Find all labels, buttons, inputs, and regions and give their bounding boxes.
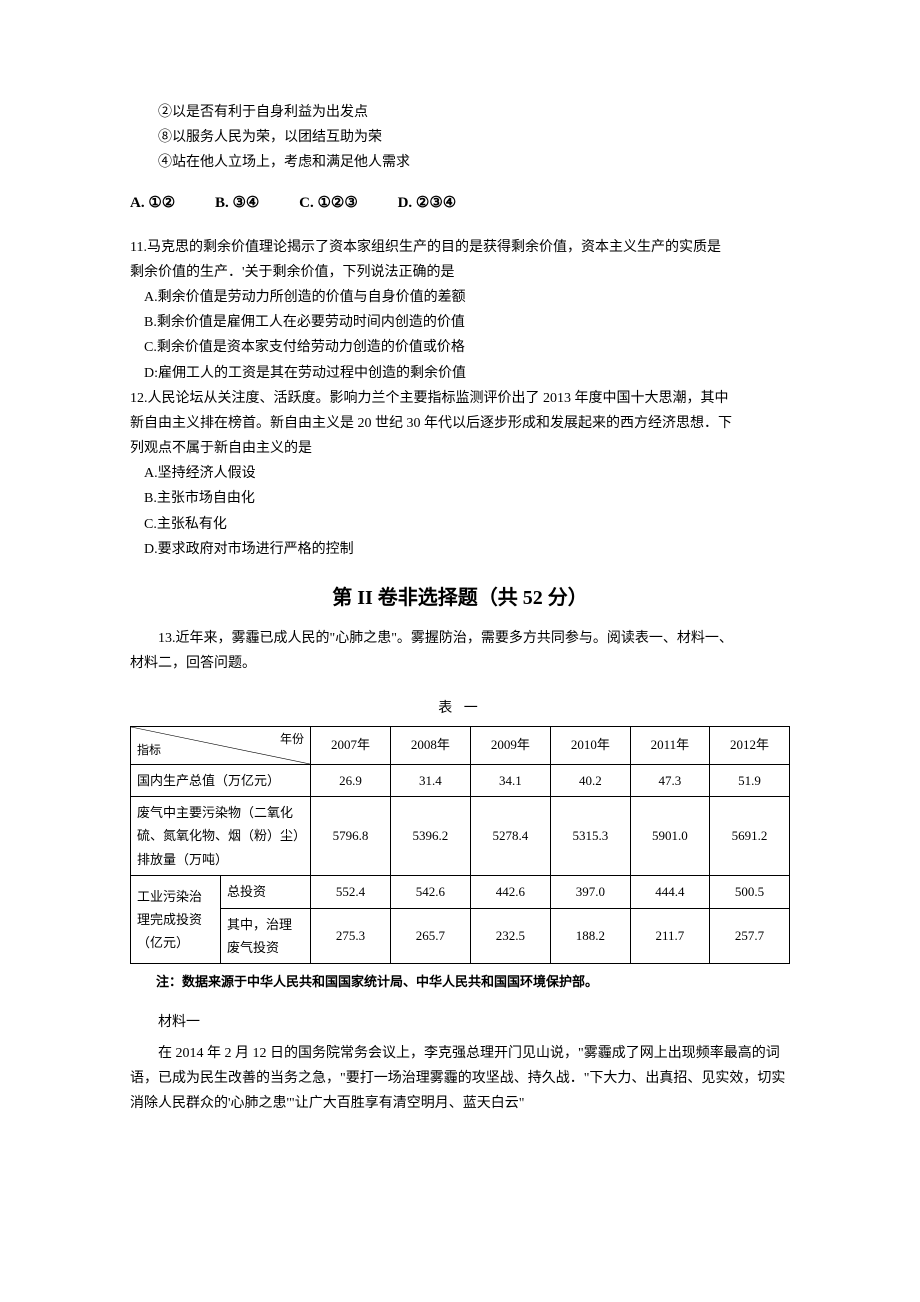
header-indicator-label: 指标 <box>137 740 161 762</box>
q12-choice-b: B.主张市场自由化 <box>130 486 790 511</box>
q12-stem-line3: 列观点不属于新自由主义的是 <box>130 436 790 461</box>
data-table-1: 年份 指标 2007年 2008年 2009年 2010年 2011年 2012… <box>130 726 790 965</box>
cell-gdp-1: 31.4 <box>390 764 470 796</box>
cell-emission-5: 5691.2 <box>710 796 790 875</box>
col-year-4: 2011年 <box>630 726 709 764</box>
q10-option-4: ④站在他人立场上，考虑和满足他人需求 <box>130 150 790 175</box>
question-12: 12.人民论坛从关注度、活跃度。影响力兰个主要指标监测评价出了 2013 年度中… <box>130 386 790 562</box>
q10-choice-d: D. ②③④ <box>398 195 457 211</box>
cell-total-invest-4: 444.4 <box>630 876 709 908</box>
q12-choice-c: C.主张私有化 <box>130 512 790 537</box>
col-year-0: 2007年 <box>311 726 391 764</box>
cell-gas-invest-0: 275.3 <box>311 908 391 964</box>
q11-stem-line2: 剩余价值的生产．'关于剩余价值，下列说法正确的是 <box>130 260 790 285</box>
row-gas-invest-label: 其中，治理废气投资 <box>221 908 311 964</box>
cell-total-invest-5: 500.5 <box>710 876 790 908</box>
cell-total-invest-3: 397.0 <box>550 876 630 908</box>
header-year-label: 年份 <box>280 729 304 751</box>
col-year-3: 2010年 <box>550 726 630 764</box>
q10-answer-options: A. ①② B. ③④ C. ①②③ D. ②③④ <box>130 190 790 217</box>
cell-gas-invest-4: 211.7 <box>630 908 709 964</box>
cell-gas-invest-1: 265.7 <box>390 908 470 964</box>
cell-gdp-5: 51.9 <box>710 764 790 796</box>
q11-choice-b: B.剩余价值是雇佣工人在必要劳动时间内创造的价值 <box>130 310 790 335</box>
cell-gas-invest-2: 232.5 <box>470 908 550 964</box>
cell-emission-4: 5901.0 <box>630 796 709 875</box>
material-1-heading: 材料一 <box>130 1010 790 1035</box>
q12-choice-d: D.要求政府对市场进行严格的控制 <box>130 537 790 562</box>
table-row: 年份 指标 2007年 2008年 2009年 2010年 2011年 2012… <box>131 726 790 764</box>
col-year-1: 2008年 <box>390 726 470 764</box>
table-note: 注：数据来源于中华人民共和国国家统计局、中华人民共和国国环境保护部。 <box>130 970 790 993</box>
q13-para-1: 13.近年来，雾霾已成人民的"心肺之患"。雾握防治，需要多方共同参与。阅读表一、… <box>130 626 790 651</box>
q10-choice-a: A. ①② <box>130 195 175 211</box>
table-row: 工业污染治理完成投资（亿元） 总投资 552.4 542.6 442.6 397… <box>131 876 790 908</box>
table-row: 其中，治理废气投资 275.3 265.7 232.5 188.2 211.7 … <box>131 908 790 964</box>
cell-gas-invest-3: 188.2 <box>550 908 630 964</box>
q11-choice-d: D:雇佣工人的工资是其在劳动过程中创造的剩余价值 <box>130 361 790 386</box>
col-year-5: 2012年 <box>710 726 790 764</box>
cell-total-invest-2: 442.6 <box>470 876 550 908</box>
table-diagonal-header: 年份 指标 <box>131 726 311 764</box>
cell-gas-invest-5: 257.7 <box>710 908 790 964</box>
q11-stem-line1: 11.马克思的剩余价值理论揭示了资本家组织生产的目的是获得剩余价值，资本主义生产… <box>130 235 790 260</box>
cell-total-invest-1: 542.6 <box>390 876 470 908</box>
q10-choice-c: C. ①②③ <box>299 195 358 211</box>
cell-gdp-0: 26.9 <box>311 764 391 796</box>
row-total-invest-label: 总投资 <box>221 876 311 908</box>
q10-option-3: ⑧以服务人民为荣，以团结互助为荣 <box>130 125 790 150</box>
q13-para-2: 材料二，回答问题。 <box>130 651 790 676</box>
question-13: 13.近年来，雾霾已成人民的"心肺之患"。雾握防治，需要多方共同参与。阅读表一、… <box>130 626 790 676</box>
q11-choice-c: C.剩余价值是资本家支付给劳动力创造的价值或价格 <box>130 335 790 360</box>
row-investment-group-label: 工业污染治理完成投资（亿元） <box>131 876 221 964</box>
q10-choice-b: B. ③④ <box>215 195 259 211</box>
cell-emission-3: 5315.3 <box>550 796 630 875</box>
q11-choice-a: A.剩余价值是劳动力所创造的价值与自身价值的差额 <box>130 285 790 310</box>
material-1-body: 在 2014 年 2 月 12 日的国务院常务会议上，李克强总理开门见山说，"雾… <box>130 1041 790 1117</box>
q12-stem-line1: 12.人民论坛从关注度、活跃度。影响力兰个主要指标监测评价出了 2013 年度中… <box>130 386 790 411</box>
table-1-title: 表 一 <box>130 696 790 721</box>
cell-total-invest-0: 552.4 <box>311 876 391 908</box>
cell-gdp-3: 40.2 <box>550 764 630 796</box>
q10-option-2: ②以是否有利于自身利益为出发点 <box>130 100 790 125</box>
row-gdp-label: 国内生产总值（万亿元） <box>131 764 311 796</box>
cell-emission-0: 5796.8 <box>311 796 391 875</box>
cell-emission-1: 5396.2 <box>390 796 470 875</box>
cell-gdp-4: 47.3 <box>630 764 709 796</box>
q12-choice-a: A.坚持经济人假设 <box>130 461 790 486</box>
col-year-2: 2009年 <box>470 726 550 764</box>
question-11: 11.马克思的剩余价值理论揭示了资本家组织生产的目的是获得剩余价值，资本主义生产… <box>130 235 790 386</box>
section-2-title: 第 II 卷非选择题（共 52 分） <box>130 580 790 616</box>
table-row: 废气中主要污染物（二氧化硫、氮氧化物、烟（粉）尘）排放量（万吨） 5796.8 … <box>131 796 790 875</box>
cell-emission-2: 5278.4 <box>470 796 550 875</box>
q12-stem-line2: 新自由主义排在榜首。新自由主义是 20 世纪 30 年代以后逐步形成和发展起来的… <box>130 411 790 436</box>
row-emission-label: 废气中主要污染物（二氧化硫、氮氧化物、烟（粉）尘）排放量（万吨） <box>131 796 311 875</box>
table-row: 国内生产总值（万亿元） 26.9 31.4 34.1 40.2 47.3 51.… <box>131 764 790 796</box>
cell-gdp-2: 34.1 <box>470 764 550 796</box>
